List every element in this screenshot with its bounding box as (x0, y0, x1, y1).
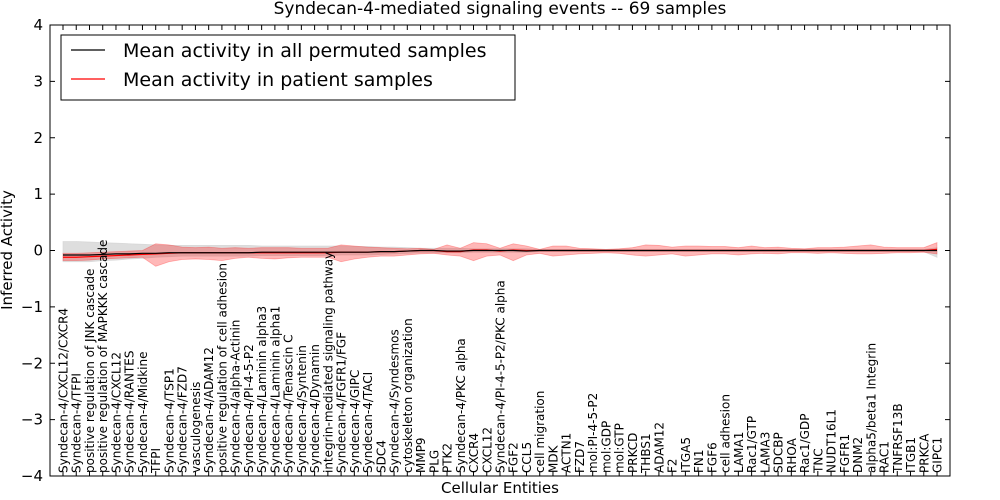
x-tick-label: Syndecan-4/Dynamin (308, 344, 322, 473)
x-tick-label: FZD7 (573, 441, 587, 473)
confidence-bands (62, 241, 938, 267)
x-tick-label: THBS1 (639, 433, 653, 474)
x-tick-label: RHOA (785, 437, 799, 473)
x-tick-label: Syndecan-4/alpha-Actinin (229, 320, 243, 473)
x-tick-label: positive regulation of cell adhesion (215, 263, 229, 473)
legend: Mean activity in all permuted samples Me… (60, 34, 516, 101)
x-tick-label: Syndecan-4/Laminin alpha1 (268, 306, 282, 473)
legend-label-permuted: Mean activity in all permuted samples (123, 40, 486, 62)
x-tick-label: Syndecan-4/TACI (361, 372, 375, 473)
y-tick-label: −4 (21, 467, 43, 485)
x-tick-label: MMP9 (414, 437, 428, 473)
x-tick-label: Syndecan-4/TFPI (70, 373, 84, 473)
x-tick-label: DNM2 (851, 437, 865, 473)
x-tick-label: PRKCA (917, 433, 931, 473)
legend-box (60, 34, 516, 101)
x-tick-label: ACTN1 (560, 433, 574, 473)
x-tick-label: Rac1/GTP (745, 416, 759, 473)
band-series-2 (62, 242, 938, 267)
x-tick-label: Rac1/GDP (798, 414, 812, 473)
x-tick-label: NUDT16L1 (825, 409, 839, 473)
y-tick-label: −2 (21, 354, 43, 372)
x-tick-label: Syndecan-4/FGFR1/FGF (335, 332, 349, 473)
y-axis-title: Inferred Activity (0, 190, 16, 310)
x-tick-label: PTK2 (441, 443, 455, 473)
x-tick-label: ADAM12 (652, 422, 666, 473)
x-tick-label: positive regulation of JNK cascade (83, 269, 97, 473)
x-tick-label: Syndecan-4/PI-4-5-P2 (242, 344, 256, 473)
x-tick-label: PRKCD (626, 433, 640, 473)
x-tick-label: LAMA1 (732, 432, 746, 473)
x-tick-label: TFPI (149, 448, 163, 474)
x-tick-label: mol:GDP (599, 421, 613, 473)
x-tick-label: FGFR1 (838, 434, 852, 473)
x-tick-label: Syndecan-4/TSP1 (162, 368, 176, 473)
y-tick-label: 4 (33, 16, 43, 34)
x-tick-label: mol:PI-4-5-P2 (586, 393, 600, 473)
y-tick-label: −3 (21, 411, 43, 429)
y-tick-label: 0 (33, 242, 43, 260)
y-axis-ticks: −4 −3 −2 −1 0 1 2 3 4 (21, 16, 950, 485)
chart-title: Syndecan-4-mediated signaling events -- … (274, 0, 727, 19)
x-tick-label: RAC1 (878, 441, 892, 473)
x-tick-label: SDCBP (772, 432, 786, 473)
x-tick-label: ITGA5 (679, 437, 693, 473)
x-tick-label: cytoskeleton organization (401, 318, 415, 473)
x-tick-label: Syndecan-4/Midkine (136, 352, 150, 473)
x-tick-label: MDK (546, 444, 560, 473)
x-tick-label: positive regulation of MAPKKK cascade (96, 240, 110, 473)
x-tick-label: Syndecan-4/GIPC (348, 370, 362, 473)
x-tick-label: LAMA3 (758, 432, 772, 473)
y-tick-label: 1 (33, 185, 43, 203)
x-tick-label: F2 (666, 458, 680, 473)
line-series-1 (63, 249, 937, 256)
x-tick-label: Syndecan-4/PI-4-5-P2/PKC alpha (494, 280, 508, 473)
x-tick-label: CXCL12 (480, 427, 494, 473)
x-tick-label: alpha5/beta1 Integrin (864, 343, 878, 473)
x-tick-label: Syndecan-4/Syndesmos (388, 329, 402, 473)
x-tick-label: Syndecan-4/FZD7 (176, 366, 190, 473)
x-axis-title: Cellular Entities (441, 479, 559, 497)
x-tick-label: Syndecan-4/CXCL12/CXCR4 (57, 308, 71, 473)
x-tick-label: SDC4 (374, 440, 388, 473)
x-tick-label: cell adhesion (719, 394, 733, 473)
x-axis-ticks: Syndecan-4/CXCL12/CXCR4 Syndecan-4/TFPI po… (57, 25, 945, 476)
y-tick-label: −1 (21, 298, 43, 316)
x-tick-label: ITGB1 (904, 437, 918, 473)
y-tick-label: 3 (33, 72, 43, 90)
x-tick-label: Syndecan-4/CXCL12 (109, 352, 123, 473)
x-tick-label: FGF2 (507, 442, 521, 473)
x-tick-label: CCL5 (520, 442, 534, 473)
x-tick-label: TNC (811, 448, 825, 474)
x-tick-label: Syndecan-4/Syntenin (295, 345, 309, 473)
x-tick-label: Syndecan-4/ADAM12 (202, 347, 216, 473)
x-tick-label: TNFRSF13B (891, 403, 905, 474)
x-tick-label: Syndecan-4/PKC alpha (454, 338, 468, 473)
x-tick-label: CXCR4 (467, 433, 481, 473)
x-tick-label: integrin-mediated signaling pathway (321, 252, 335, 473)
x-tick-label: FN1 (692, 449, 706, 473)
y-tick-label: 2 (33, 129, 43, 147)
x-tick-label: FGF6 (705, 442, 719, 473)
x-tick-label: GIPC1 (931, 437, 945, 473)
x-tick-label: cell migration (533, 391, 547, 473)
series-lines (63, 248, 938, 258)
x-tick-label: Syndecan-4/Tenascin C (282, 334, 296, 473)
x-tick-label: PLG (427, 450, 441, 473)
x-tick-label: mol:GTP (613, 423, 627, 473)
x-tick-label: vasculogenesis (189, 382, 203, 473)
x-tick-label: Syndecan-4/Laminin alpha3 (255, 306, 269, 473)
legend-label-patient: Mean activity in patient samples (123, 69, 433, 91)
x-tick-label: Syndecan-4/RANTES (123, 351, 137, 473)
